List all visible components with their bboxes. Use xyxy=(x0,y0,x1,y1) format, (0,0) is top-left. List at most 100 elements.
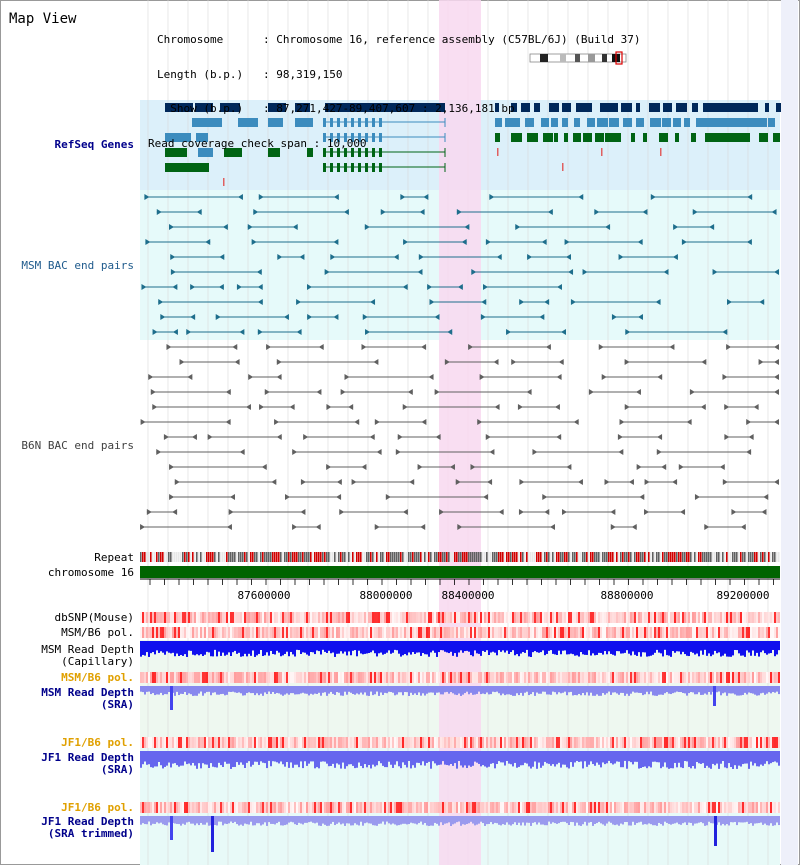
depth-bar xyxy=(232,816,234,824)
depth-bar xyxy=(698,641,700,657)
polymorphism-cell xyxy=(348,627,350,638)
b6n-bac-pair-end xyxy=(385,494,391,500)
read-depth-tracks[interactable] xyxy=(140,641,780,852)
depth-bar xyxy=(642,641,644,653)
polymorphism-cell xyxy=(524,802,526,813)
chromosome-bar[interactable] xyxy=(140,566,780,578)
polymorphism-cell xyxy=(460,627,462,638)
depth-bar xyxy=(430,641,432,653)
polymorphism-cell xyxy=(158,802,160,813)
refseq-genes-track[interactable] xyxy=(165,103,784,186)
repeat-element xyxy=(292,552,294,562)
label-msm-depth-sra[interactable]: MSM Read Depth xyxy=(41,686,134,699)
depth-bar xyxy=(734,686,736,695)
depth-bar xyxy=(726,641,728,657)
polymorphism-cell xyxy=(704,627,706,638)
depth-bar xyxy=(508,686,510,695)
polymorphism-cell xyxy=(230,627,232,638)
depth-bar xyxy=(186,686,188,695)
repeat-element xyxy=(570,552,572,562)
label-chromosome[interactable]: chromosome 16 xyxy=(47,566,134,579)
b6n-bac-pair-end xyxy=(489,449,495,455)
polymorphism-cell xyxy=(266,627,268,638)
label-jf1-b6-pol[interactable]: JF1/B6 pol. xyxy=(61,736,134,749)
repeat-element xyxy=(142,552,144,562)
label-dbsnp[interactable]: dbSNP(Mouse) xyxy=(54,611,134,624)
label-repeat[interactable]: Repeat xyxy=(94,551,134,564)
label-jf1-depth-trimmed[interactable]: JF1 Read Depth xyxy=(41,815,134,828)
depth-bar xyxy=(520,751,522,766)
chromosome-ideogram[interactable] xyxy=(529,51,627,65)
depth-bar xyxy=(656,751,658,763)
gene-feature xyxy=(659,133,668,142)
depth-bar xyxy=(318,751,320,769)
depth-bar xyxy=(192,816,194,824)
depth-bar xyxy=(500,816,502,826)
polymorphism-heat-tracks[interactable] xyxy=(140,612,780,813)
depth-bar xyxy=(600,686,602,696)
depth-bar xyxy=(692,816,694,826)
depth-bar xyxy=(754,686,756,695)
label-jf1-depth-sra[interactable]: JF1 Read Depth xyxy=(41,751,134,764)
depth-bar xyxy=(280,751,282,762)
label-msm-depth-capillary[interactable]: MSM Read Depth xyxy=(41,643,134,656)
highlight-region[interactable] xyxy=(439,0,481,865)
polymorphism-cell xyxy=(750,737,752,748)
repeat-track[interactable] xyxy=(140,552,780,562)
repeat-element xyxy=(670,552,672,562)
polymorphism-cell xyxy=(194,627,196,638)
label-msm-bac[interactable]: MSM BAC end pairs xyxy=(21,259,134,272)
polymorphism-cell xyxy=(636,627,638,638)
polymorphism-cell xyxy=(580,672,582,683)
polymorphism-cell xyxy=(142,627,144,638)
right-scroll-strip[interactable] xyxy=(781,0,798,865)
gene-feature xyxy=(358,148,361,157)
depth-bar xyxy=(646,686,648,692)
label-msm-b6-pol[interactable]: MSM/B6 pol. xyxy=(61,626,134,639)
depth-bar xyxy=(222,816,224,826)
msm-bac-pair-end xyxy=(141,284,147,290)
polymorphism-cell xyxy=(172,627,174,638)
repeat-element xyxy=(628,552,630,562)
label-b6n-bac[interactable]: B6N BAC end pairs xyxy=(21,439,134,452)
polymorphism-cell xyxy=(312,802,314,813)
repeat-element xyxy=(148,552,150,562)
polymorphism-cell xyxy=(410,612,412,623)
polymorphism-cell xyxy=(522,802,524,813)
gene-feature xyxy=(323,133,326,142)
polymorphism-cell xyxy=(452,737,454,748)
b6n-bac-pair-end xyxy=(494,404,500,410)
polymorphism-cell xyxy=(310,802,312,813)
polymorphism-cell xyxy=(644,672,646,683)
polymorphism-cell xyxy=(390,612,392,623)
gene-feature xyxy=(583,133,592,142)
depth-bar xyxy=(508,751,510,764)
polymorphism-cell xyxy=(210,612,212,623)
depth-bar xyxy=(290,641,292,652)
depth-bar xyxy=(568,686,570,693)
b6n-bac-end-pairs-track[interactable] xyxy=(140,344,779,530)
label-jf1-b6-pol-2[interactable]: JF1/B6 pol. xyxy=(61,801,134,814)
polymorphism-cell xyxy=(150,672,152,683)
repeat-element xyxy=(268,552,270,562)
depth-bar xyxy=(732,751,734,769)
polymorphism-cell xyxy=(428,627,430,638)
polymorphism-cell xyxy=(274,672,276,683)
label-msm-b6-pol-sra[interactable]: MSM/B6 pol. xyxy=(61,671,134,684)
depth-bar xyxy=(320,751,322,762)
depth-bar xyxy=(202,686,204,696)
b6n-bac-pair-end xyxy=(315,524,321,530)
polymorphism-cell xyxy=(720,627,722,638)
depth-bar xyxy=(214,751,216,768)
depth-bar xyxy=(262,641,264,657)
polymorphism-cell xyxy=(566,737,568,748)
polymorphism-cell xyxy=(216,802,218,813)
repeat-element xyxy=(748,552,750,562)
msm-bac-pair-end xyxy=(257,284,263,290)
polymorphism-cell xyxy=(742,737,744,748)
polymorphism-cell xyxy=(654,627,656,638)
polymorphism-cell xyxy=(310,672,312,683)
msm-bac-end-pairs-track[interactable] xyxy=(141,194,779,335)
label-refseq-genes[interactable]: RefSeq Genes xyxy=(54,138,134,151)
